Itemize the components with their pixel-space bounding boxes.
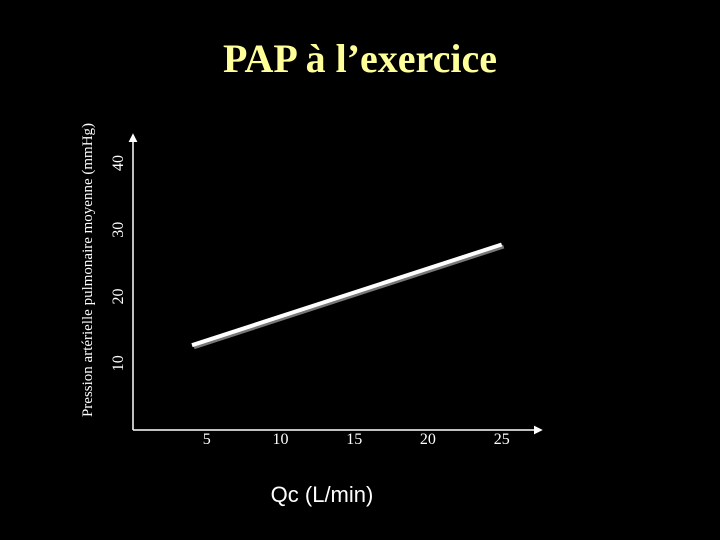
- y-tick-label-1: 20: [110, 289, 127, 305]
- chart-title: PAP à l’exercice: [223, 36, 497, 81]
- x-tick-label-1: 10: [273, 431, 289, 448]
- x-tick-label-2: 15: [346, 431, 362, 448]
- x-tick-label-4: 25: [494, 431, 510, 448]
- series-layer: [191, 242, 505, 350]
- x-tick-labels: 5 10 15 20 25: [203, 431, 510, 448]
- y-tick-labels: 10 20 30 40: [110, 155, 127, 371]
- x-tick-label-3: 20: [420, 431, 436, 448]
- x-axis-label: Qc (L/min): [271, 482, 374, 507]
- series-line-0: [191, 242, 503, 348]
- y-tick-label-2: 30: [110, 222, 127, 238]
- y-axis-label: Pression artérielle pulmonaire moyenne (…: [80, 123, 96, 417]
- y-tick-label-0: 10: [110, 355, 127, 371]
- y-tick-label-3: 40: [110, 155, 127, 171]
- x-tick-label-0: 5: [203, 431, 211, 448]
- series-line-shadow-0: [193, 244, 505, 350]
